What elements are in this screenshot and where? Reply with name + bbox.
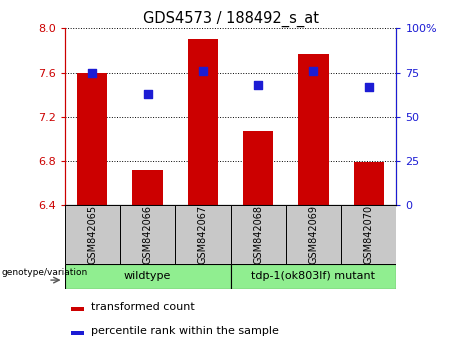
Text: tdp-1(ok803lf) mutant: tdp-1(ok803lf) mutant: [252, 272, 375, 281]
Point: [365, 84, 372, 90]
Point: [144, 91, 151, 97]
Bar: [132, 170, 163, 205]
Text: GSM842066: GSM842066: [142, 205, 153, 264]
Bar: [77, 73, 107, 205]
Text: genotype/variation: genotype/variation: [1, 268, 88, 278]
Bar: [286, 205, 341, 264]
Text: GSM842065: GSM842065: [87, 205, 97, 264]
Title: GDS4573 / 188492_s_at: GDS4573 / 188492_s_at: [142, 11, 319, 27]
Text: percentile rank within the sample: percentile rank within the sample: [91, 326, 279, 336]
Bar: [230, 264, 396, 289]
Bar: [120, 205, 175, 264]
Bar: [298, 54, 329, 205]
Bar: [341, 205, 396, 264]
Text: GSM842067: GSM842067: [198, 205, 208, 264]
Point: [254, 82, 262, 88]
Bar: [354, 162, 384, 205]
Text: GSM842070: GSM842070: [364, 205, 374, 264]
Text: wildtype: wildtype: [124, 272, 171, 281]
Bar: [188, 39, 218, 205]
Point: [89, 70, 96, 75]
Bar: [175, 205, 230, 264]
Bar: [71, 307, 84, 311]
Text: GSM842068: GSM842068: [253, 205, 263, 264]
Point: [310, 68, 317, 74]
Text: transformed count: transformed count: [91, 302, 195, 312]
Bar: [243, 131, 273, 205]
Text: GSM842069: GSM842069: [308, 205, 319, 264]
Bar: [65, 264, 230, 289]
Bar: [65, 205, 120, 264]
Bar: [71, 331, 84, 335]
Bar: [230, 205, 286, 264]
Point: [199, 68, 207, 74]
